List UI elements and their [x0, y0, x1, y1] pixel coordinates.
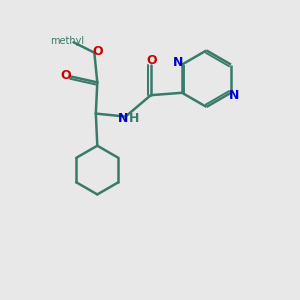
Text: methyl: methyl: [50, 36, 84, 46]
Text: H: H: [129, 112, 140, 124]
Text: N: N: [173, 56, 184, 69]
Text: N: N: [118, 112, 128, 124]
Text: O: O: [146, 54, 157, 67]
Text: N: N: [229, 89, 240, 102]
Text: O: O: [93, 45, 103, 58]
Text: O: O: [60, 69, 70, 82]
